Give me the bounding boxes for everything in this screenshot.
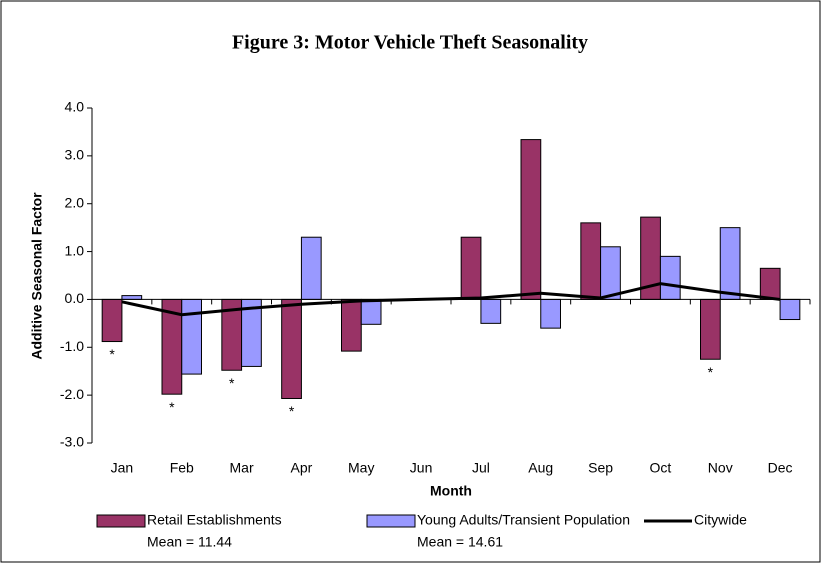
y-tick-label: -3.0 <box>60 434 84 450</box>
bar <box>659 255 681 300</box>
bar <box>121 295 143 300</box>
bar <box>540 298 561 329</box>
annotation: * <box>708 364 714 380</box>
annotation: * <box>229 375 235 391</box>
x-tick-label: Feb <box>170 460 194 476</box>
bar <box>460 236 482 300</box>
x-tick-label: Dec <box>768 460 793 476</box>
y-tick-label: 3.0 <box>65 147 85 163</box>
bar <box>580 222 602 300</box>
legend-note: Mean = 14.61 <box>417 534 503 550</box>
bar <box>779 298 801 321</box>
annotation: * <box>109 346 115 362</box>
x-tick-label: Aug <box>528 460 553 476</box>
x-tick-label: Apr <box>291 460 313 476</box>
x-tick-label: Mar <box>230 460 254 476</box>
bar <box>101 298 123 343</box>
bar <box>759 267 781 300</box>
x-tick-label: Oct <box>650 460 672 476</box>
legend-swatch <box>96 514 146 528</box>
x-tick-label: Jun <box>410 460 433 476</box>
y-tick-label: -2.0 <box>60 386 84 402</box>
legend-label: Citywide <box>694 512 747 528</box>
legend-swatch <box>366 514 416 528</box>
y-tick-label: -1.0 <box>60 338 84 354</box>
x-tick-label: Jan <box>111 460 134 476</box>
x-tick-label: Sep <box>588 460 613 476</box>
y-tick-label: 1.0 <box>65 242 85 258</box>
bar <box>600 246 621 300</box>
bar <box>300 236 322 300</box>
bar <box>281 298 302 399</box>
legend-note: Mean = 11.44 <box>147 534 232 550</box>
bar <box>181 298 202 375</box>
x-tick-label: Nov <box>708 460 733 476</box>
line <box>121 282 781 317</box>
legend-label: Young Adults/Transient Population <box>417 512 630 528</box>
y-tick-label: 0.0 <box>65 290 85 306</box>
y-tick-label: 4.0 <box>65 99 85 115</box>
bar <box>360 298 382 325</box>
legend-label: Retail Establishments <box>147 512 282 528</box>
y-tick-label: 2.0 <box>65 194 85 210</box>
bar <box>480 298 502 324</box>
bar <box>341 298 362 352</box>
chart-title: Figure 3: Motor Vehicle Theft Seasonalit… <box>232 32 588 54</box>
x-axis-label: Month <box>430 483 472 499</box>
x-tick-label: Jul <box>472 460 490 476</box>
annotation: * <box>169 399 175 415</box>
bar <box>719 227 741 300</box>
bar <box>700 298 721 360</box>
y-axis-label: Additive Seasonal Factor <box>29 192 45 360</box>
annotation: * <box>289 403 295 419</box>
bar <box>520 139 542 300</box>
x-tick-label: May <box>348 460 374 476</box>
